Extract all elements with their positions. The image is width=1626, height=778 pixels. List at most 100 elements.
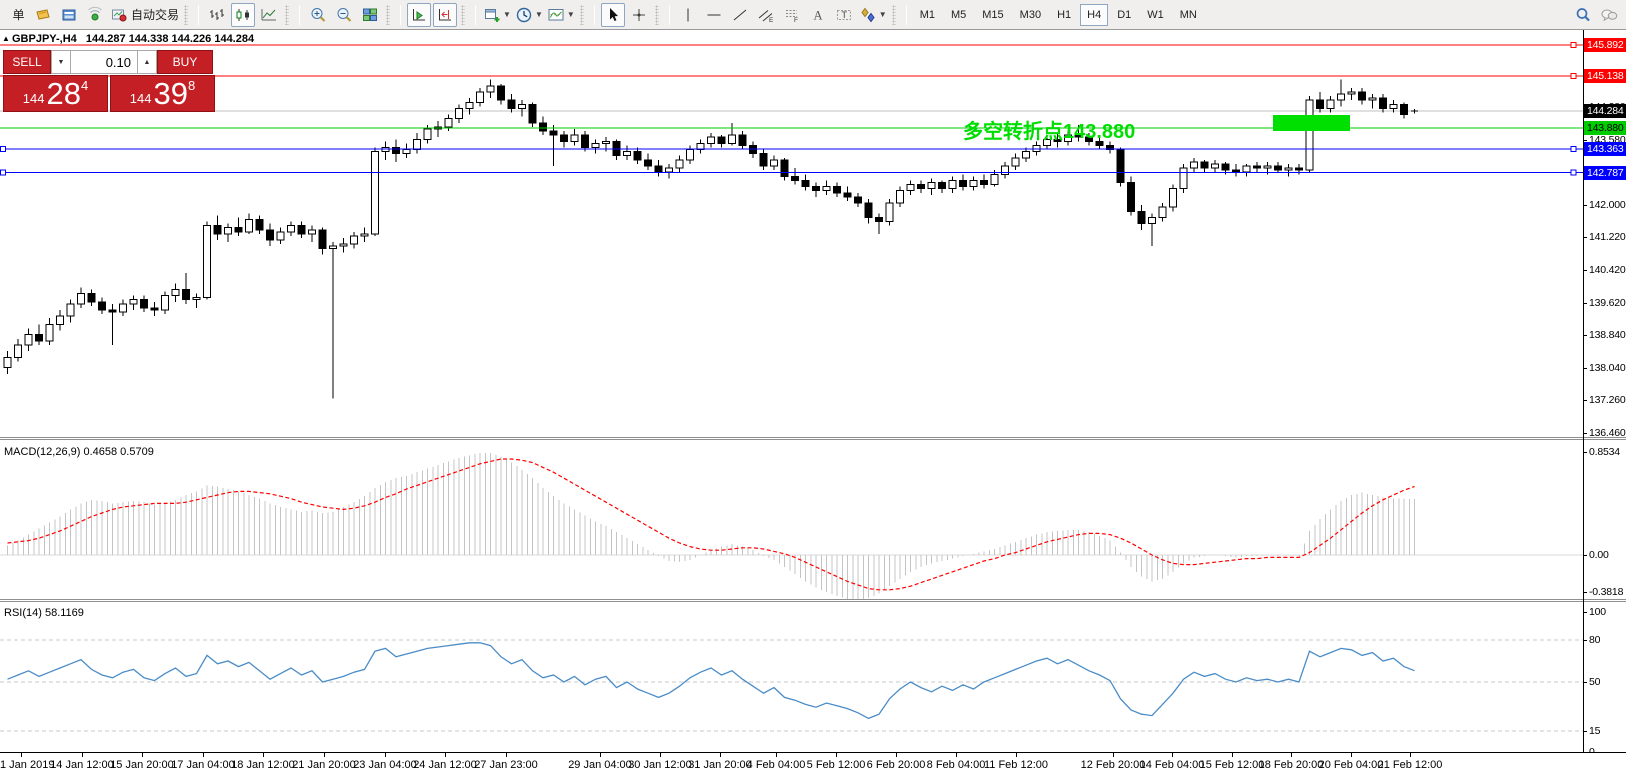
sell-price-button[interactable]: 144 28 4 — [3, 75, 108, 112]
periods-icon[interactable]: ▼ — [514, 3, 544, 27]
pane-separator[interactable] — [0, 437, 1626, 440]
time-label: 14 Feb 04:00 — [1139, 759, 1205, 771]
time-tick — [896, 753, 897, 757]
candlestick-chart-icon[interactable] — [231, 2, 256, 27]
volume-decrease-button[interactable]: ▼ — [51, 50, 71, 74]
tile-windows-icon — [363, 8, 378, 21]
macd-tick-label: 0.00 — [1589, 549, 1609, 561]
sell-price-main: 144 — [22, 91, 45, 106]
rsi-tick — [1583, 682, 1587, 683]
rectangle-object[interactable] — [1273, 115, 1350, 132]
arrows-icon[interactable]: ▼ — [858, 3, 888, 27]
rsi-line — [7, 642, 1415, 720]
sell-price-sup: 4 — [80, 78, 89, 93]
svg-text:F: F — [794, 17, 798, 24]
toolbar-tf-h4[interactable]: H4 — [1080, 3, 1109, 26]
bar-chart-icon[interactable] — [205, 3, 229, 27]
line-chart-icon — [261, 8, 277, 20]
zoom-out-icon[interactable] — [332, 3, 356, 27]
toolbar-grip — [654, 4, 659, 25]
rsi-chart-canvas[interactable] — [0, 602, 1583, 752]
volume-increase-button[interactable]: ▲ — [137, 50, 157, 74]
equidistant-channel-icon[interactable]: E — [754, 3, 778, 27]
time-label: 11 Feb 12:00 — [983, 759, 1049, 771]
chevron-down-icon[interactable]: ▼ — [503, 10, 511, 19]
line-handle[interactable] — [1570, 169, 1577, 176]
zoom-in-icon[interactable] — [306, 3, 330, 27]
time-label: 6 Feb 20:00 — [866, 759, 926, 771]
price-tick-label: 140.420 — [1589, 264, 1626, 277]
market-watch-icon[interactable] — [57, 3, 81, 27]
trendline-icon — [733, 9, 747, 20]
new-order-partial[interactable]: 单 — [12, 8, 25, 22]
chevron-down-icon[interactable]: ▼ — [566, 10, 575, 19]
turning-point-annotation[interactable]: 多空转折点143.880 — [963, 121, 1136, 143]
line-handle[interactable] — [0, 146, 6, 153]
text-icon[interactable]: A — [806, 3, 830, 27]
toolbar-tf-m1[interactable]: M1 — [919, 8, 935, 21]
time-tick — [506, 753, 507, 757]
toolbar-tf-m5[interactable]: M5 — [950, 8, 967, 21]
indicators-window-icon — [548, 8, 564, 20]
zoom-out-icon — [337, 7, 352, 22]
new-chart-icon[interactable]: ▼ — [482, 3, 512, 27]
price-tick — [1583, 303, 1587, 304]
horizontal-line-icon[interactable] — [702, 3, 726, 27]
price-tick — [1583, 205, 1587, 207]
toolbar-tf-w1[interactable]: W1 — [1147, 8, 1164, 21]
time-tick — [21, 753, 22, 757]
text-label-icon: T — [836, 9, 851, 20]
price-tick-label: 138.040 — [1589, 362, 1626, 374]
cursor-icon[interactable] — [600, 2, 625, 27]
chevron-down-icon[interactable]: ▼ — [534, 10, 543, 19]
time-tick — [1113, 753, 1114, 757]
signals-icon[interactable] — [83, 3, 107, 27]
toolbar-tf-h1[interactable]: H1 — [1057, 8, 1072, 21]
line-handle[interactable] — [0, 169, 6, 176]
toolbar-tf-m15[interactable]: M15 — [982, 8, 1004, 21]
auto-trading-button[interactable]: 自动交易 — [109, 3, 180, 27]
vertical-line-icon[interactable] — [676, 3, 700, 27]
time-tick — [385, 753, 386, 757]
toolbar-tf-mn[interactable]: MN — [1179, 8, 1197, 21]
rsi-label: RSI(14) 58.1169 — [4, 607, 84, 619]
crosshair-icon[interactable] — [627, 3, 651, 27]
buy-button[interactable]: BUY — [157, 50, 213, 74]
tile-windows-icon[interactable] — [358, 3, 382, 27]
main-chart-canvas[interactable] — [0, 30, 1583, 437]
price-tick — [1583, 368, 1587, 369]
profiles-icon[interactable] — [31, 3, 55, 27]
comments-icon[interactable] — [1597, 3, 1621, 27]
expand-triangle-icon[interactable]: ▲ — [2, 34, 10, 43]
line-handle[interactable] — [1570, 73, 1577, 80]
toolbar-grip — [579, 4, 584, 25]
chart-shift-icon[interactable] — [433, 2, 458, 27]
sell-button[interactable]: SELL — [3, 50, 51, 74]
pane-separator[interactable] — [0, 599, 1626, 602]
time-tick — [1016, 753, 1017, 757]
line-handle[interactable] — [1570, 146, 1577, 153]
one-click-trading-panel: SELL ▼ ▲ BUY 144 28 4 144 39 8 — [3, 50, 215, 112]
line-handle[interactable] — [1570, 42, 1577, 48]
fibonacci-icon[interactable]: F — [780, 3, 804, 27]
indicators-window-icon[interactable]: ▼ — [546, 3, 576, 27]
chevron-down-icon[interactable]: ▼ — [878, 10, 887, 19]
toolbar-grip — [184, 4, 189, 25]
macd-chart-canvas[interactable] — [0, 440, 1583, 599]
price-tick-label: 138.840 — [1589, 329, 1626, 342]
toolbar-separator — [475, 4, 477, 25]
text-label-icon[interactable]: T — [832, 3, 856, 27]
profiles-icon — [36, 8, 50, 20]
toolbar-tf-d1[interactable]: D1 — [1117, 8, 1132, 21]
search-icon[interactable] — [1571, 3, 1595, 27]
buy-price-main: 144 — [129, 91, 152, 106]
volume-input[interactable] — [71, 50, 137, 74]
toolbar-tf-m30[interactable]: M30 — [1019, 8, 1042, 21]
time-tick — [600, 753, 601, 757]
macd-tick — [1583, 452, 1587, 453]
buy-price-button[interactable]: 144 39 8 — [110, 75, 215, 112]
line-chart-icon[interactable] — [257, 3, 281, 27]
trendline-icon[interactable] — [728, 3, 752, 27]
macd-tick-label: -0.3818 — [1589, 586, 1624, 598]
auto-scroll-icon[interactable] — [407, 2, 432, 27]
